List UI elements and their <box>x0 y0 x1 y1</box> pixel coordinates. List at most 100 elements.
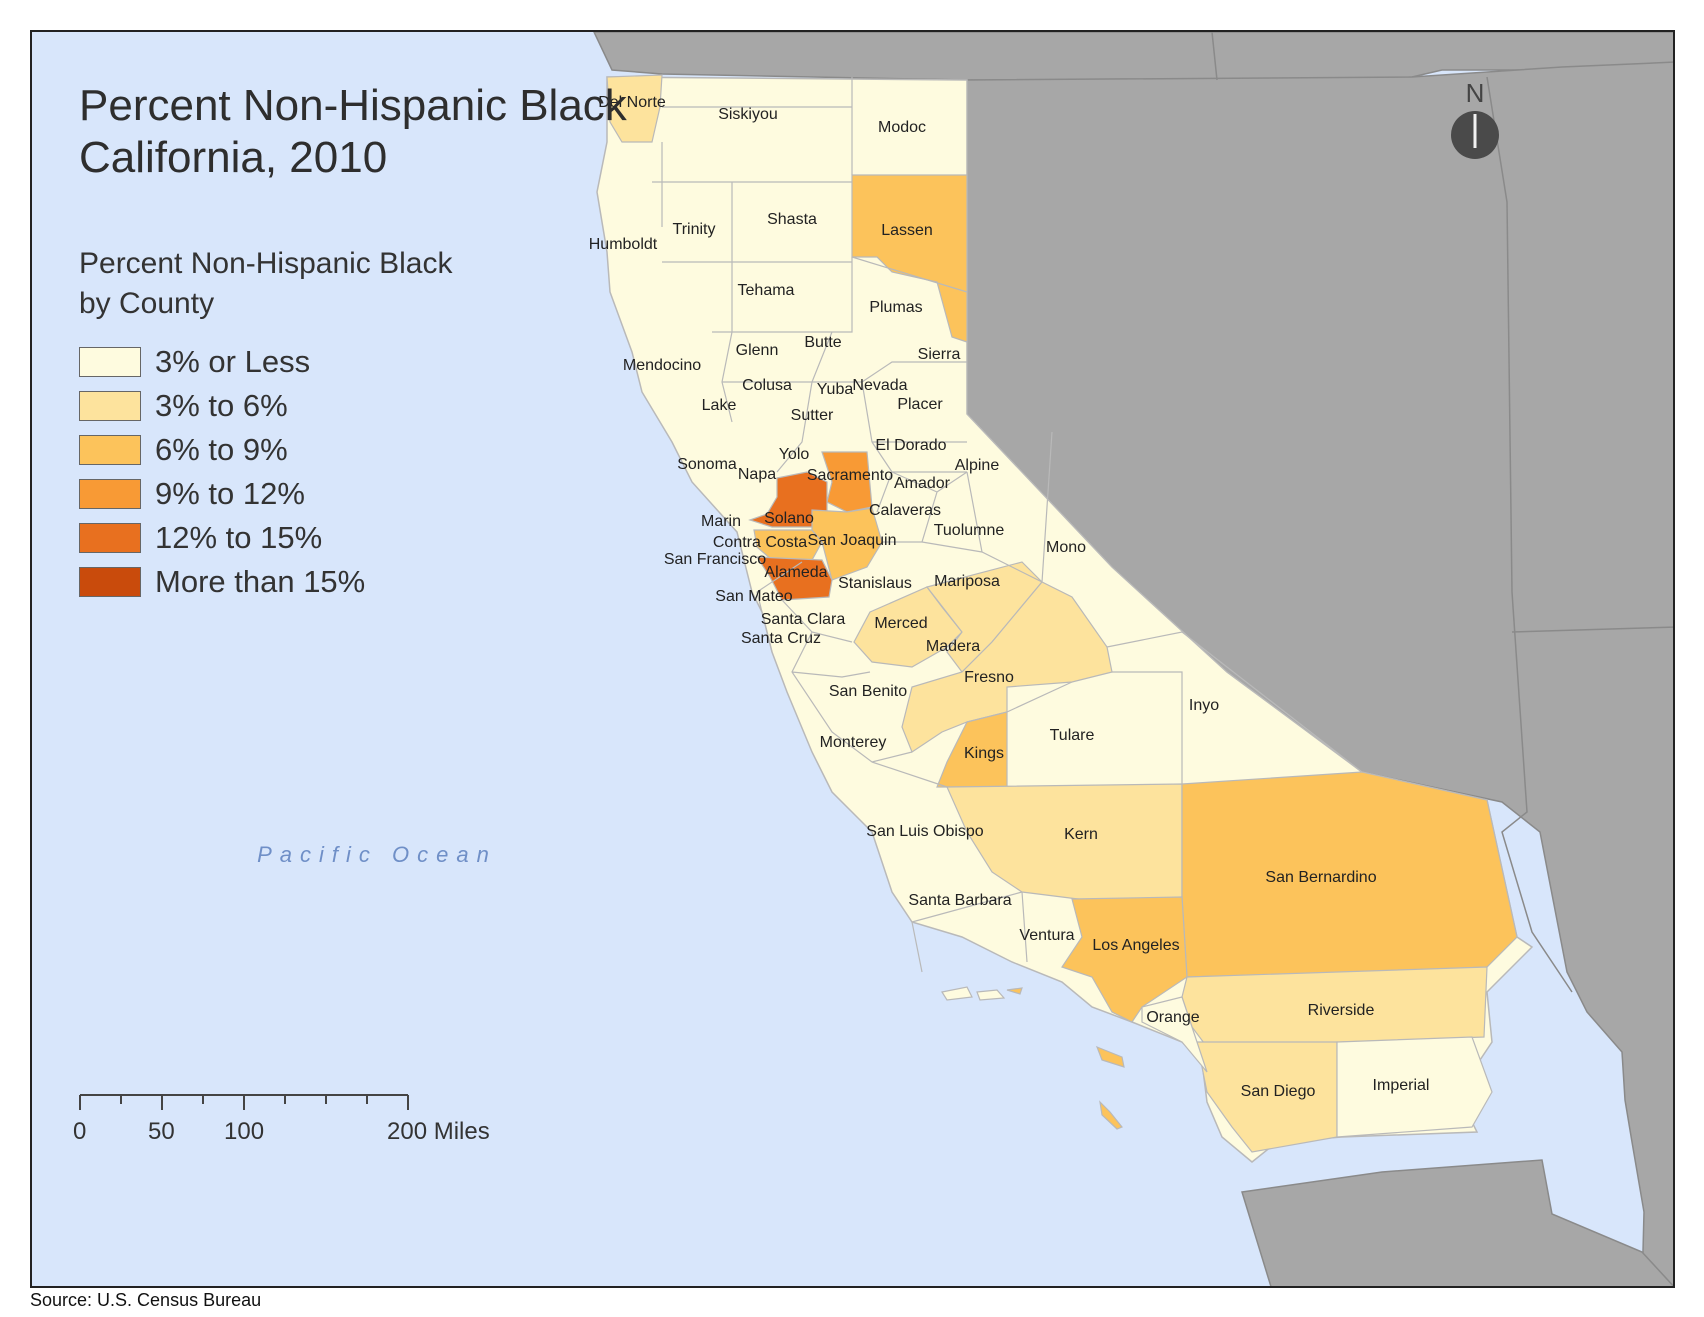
county-san-joaquin[interactable] <box>811 507 883 581</box>
county-labels: Del Norte Siskiyou Modoc Humboldt Trinit… <box>589 94 1430 1100</box>
legend-swatch <box>79 567 141 597</box>
label-san-bernardino: San Bernardino <box>1265 869 1376 886</box>
label-kings: Kings <box>964 745 1004 762</box>
label-yuba: Yuba <box>817 381 854 398</box>
label-tulare: Tulare <box>1050 727 1095 744</box>
map-frame: Del Norte Siskiyou Modoc Humboldt Trinit… <box>30 30 1675 1288</box>
north-label: N <box>1466 78 1485 108</box>
counties-layer <box>606 74 1518 1153</box>
neighbor-states <box>593 32 1673 1286</box>
label-del-norte: Del Norte <box>598 94 666 111</box>
scale-bar <box>79 1094 409 1110</box>
label-shasta: Shasta <box>767 211 817 228</box>
legend-label: 9% to 12% <box>155 476 305 511</box>
map-canvas: Del Norte Siskiyou Modoc Humboldt Trinit… <box>73 32 1673 1286</box>
legend-swatch <box>79 479 141 509</box>
label-marin: Marin <box>701 513 741 530</box>
legend-label: 6% to 9% <box>155 432 288 467</box>
label-mono: Mono <box>1046 539 1086 556</box>
legend-title-line-2: by County <box>79 287 215 320</box>
label-solano: Solano <box>764 510 814 527</box>
label-san-luis-obispo: San Luis Obispo <box>866 823 984 840</box>
label-san-francisco: San Francisco <box>664 551 766 568</box>
legend-label: 12% to 15% <box>155 520 323 555</box>
label-los-angeles: Los Angeles <box>1092 937 1179 954</box>
mexico-region <box>1241 1159 1673 1286</box>
label-madera: Madera <box>926 638 980 655</box>
county-fresno[interactable] <box>901 581 1113 753</box>
label-kern: Kern <box>1064 826 1098 843</box>
scale-label-100: 100 <box>224 1118 264 1145</box>
legend-label: 3% to 6% <box>155 388 288 423</box>
county-imperial[interactable] <box>1336 1036 1493 1138</box>
label-trinity: Trinity <box>673 221 716 238</box>
label-lake: Lake <box>702 397 737 414</box>
label-riverside: Riverside <box>1308 1002 1375 1019</box>
label-sonoma: Sonoma <box>677 456 737 473</box>
county-orange[interactable] <box>1141 996 1208 1073</box>
label-modoc: Modoc <box>878 119 926 136</box>
county-borders <box>652 77 1363 973</box>
label-imperial: Imperial <box>1373 1077 1430 1094</box>
source-note: Source: U.S. Census Bureau <box>30 1290 262 1310</box>
scale-label-0: 0 <box>73 1118 86 1145</box>
state-line-3 <box>1511 626 1673 633</box>
island-santa-cruz <box>941 986 973 1001</box>
legend-title-line-1: Percent Non-Hispanic Black <box>79 247 453 280</box>
label-ventura: Ventura <box>1019 927 1074 944</box>
county-solano[interactable] <box>748 471 828 528</box>
label-san-benito: San Benito <box>829 683 907 700</box>
label-placer: Placer <box>897 396 943 413</box>
label-siskiyou: Siskiyou <box>718 106 778 123</box>
label-plumas: Plumas <box>869 299 922 316</box>
legend-item: 6% to 9% <box>79 428 365 472</box>
legend-swatch <box>79 347 141 377</box>
state-line-1 <box>1211 32 1218 81</box>
label-colusa: Colusa <box>742 377 792 394</box>
map-title-line-2: California, 2010 <box>79 133 388 182</box>
north-arrow: N <box>1451 78 1499 159</box>
legend-title: Percent Non-Hispanic Black by County <box>79 244 453 324</box>
county-del-norte[interactable] <box>606 74 663 143</box>
island-anacapa <box>1006 987 1023 995</box>
label-nevada: Nevada <box>852 377 907 394</box>
legend-item: 3% or Less <box>79 340 365 384</box>
label-sierra: Sierra <box>918 346 961 363</box>
map-title: Percent Non-Hispanic Black California, 2… <box>79 80 627 184</box>
label-butte: Butte <box>804 334 841 351</box>
label-san-mateo: San Mateo <box>715 588 792 605</box>
legend: 3% or Less 3% to 6% 6% to 9% 9% to 12% 1… <box>79 340 365 604</box>
legend-label: More than 15% <box>155 564 366 599</box>
label-lassen: Lassen <box>881 222 933 239</box>
legend-swatch <box>79 391 141 421</box>
label-fresno: Fresno <box>964 669 1014 686</box>
label-amador: Amador <box>894 475 951 492</box>
label-alpine: Alpine <box>955 457 1000 474</box>
legend-item: 9% to 12% <box>79 472 365 516</box>
island-san-clemente <box>1099 1100 1123 1130</box>
legend-swatch <box>79 523 141 553</box>
label-sutter: Sutter <box>791 407 834 424</box>
legend-label: 3% or Less <box>155 344 311 379</box>
scale-label-50: 50 <box>148 1118 175 1145</box>
county-lassen[interactable] <box>851 174 968 343</box>
label-santa-cruz: Santa Cruz <box>741 630 821 647</box>
label-contra-costa: Contra Costa <box>713 534 807 551</box>
label-el-dorado: El Dorado <box>875 437 946 454</box>
legend-item: 3% to 6% <box>79 384 365 428</box>
island-catalina <box>1095 1045 1125 1068</box>
county-los-angeles[interactable] <box>1061 896 1188 1023</box>
label-calaveras: Calaveras <box>869 502 941 519</box>
label-santa-barbara: Santa Barbara <box>908 892 1011 909</box>
label-yolo: Yolo <box>779 446 810 463</box>
label-stanislaus: Stanislaus <box>838 575 912 592</box>
label-humboldt: Humboldt <box>589 236 658 253</box>
ocean-label: Pacific Ocean <box>257 842 497 867</box>
label-inyo: Inyo <box>1189 697 1219 714</box>
legend-item: 12% to 15% <box>79 516 365 560</box>
legend-item: More than 15% <box>79 560 365 604</box>
county-alameda[interactable] <box>755 556 833 601</box>
label-tehama: Tehama <box>738 282 795 299</box>
state-line-2 <box>1486 76 1573 993</box>
label-sacramento: Sacramento <box>807 467 893 484</box>
